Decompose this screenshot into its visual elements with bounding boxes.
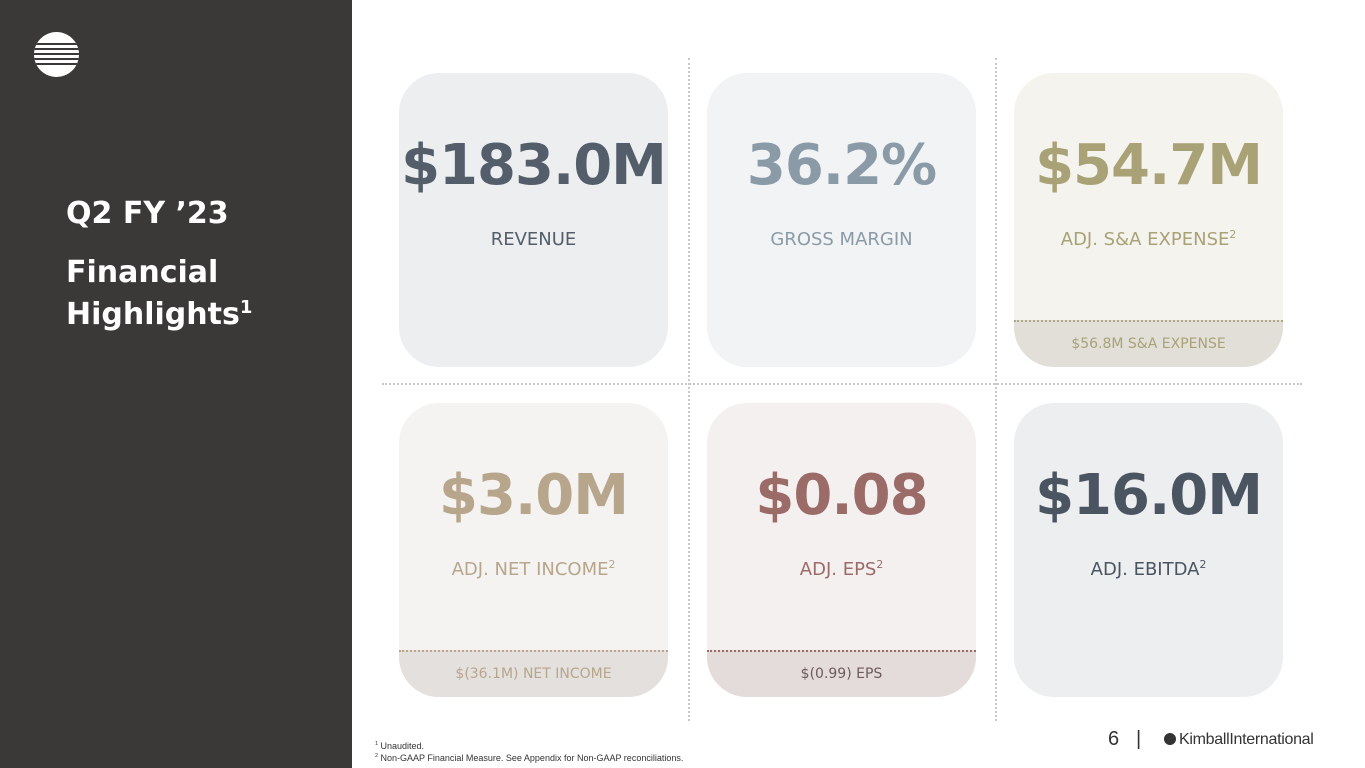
- adj-eps-label: ADJ. EPS2: [799, 558, 884, 580]
- adj-ebitda-value: $16.0M: [1035, 463, 1263, 528]
- revenue-value: $183.0M: [401, 133, 667, 198]
- page-number: 6: [1108, 728, 1120, 750]
- kimball-logo-icon: [34, 32, 79, 77]
- grid-divider-horizontal: [382, 383, 1302, 385]
- adj-sga-label: ADJ. S&A EXPENSE2: [1060, 228, 1237, 250]
- page-title: Financial Highlights1: [66, 255, 253, 332]
- brand-wordmark: KimballInternational: [1164, 731, 1314, 749]
- revenue-card: $183.0M REVENUE: [399, 73, 668, 367]
- eps-gaap-footer: $(0.99) EPS: [707, 650, 976, 697]
- adj-eps-value: $0.08: [755, 463, 928, 528]
- revenue-label: REVENUE: [490, 229, 577, 250]
- gross-margin-card: 36.2% GROSS MARGIN: [707, 73, 976, 367]
- footnotes: 1 Unaudited. 2 Non-GAAP Financial Measur…: [375, 740, 683, 764]
- adj-ebitda-label: ADJ. EBITDA2: [1090, 558, 1207, 580]
- adj-net-income-value: $3.0M: [439, 463, 629, 528]
- grid-divider-vertical-2: [995, 58, 997, 721]
- net-income-gaap-footer: $(36.1M) NET INCOME: [399, 650, 668, 697]
- adj-net-income-label: ADJ. NET INCOME2: [451, 558, 616, 580]
- period-title: Q2 FY ’23: [66, 196, 229, 231]
- adj-ebitda-card: $16.0M ADJ. EBITDA2: [1014, 403, 1283, 697]
- footer-separator: |: [1136, 728, 1142, 750]
- sidebar: Q2 FY ’23 Financial Highlights1: [0, 0, 352, 768]
- adj-sga-value: $54.7M: [1035, 133, 1263, 198]
- footnote-1: 1 Unaudited.: [375, 741, 425, 751]
- sga-gaap-footer: $56.8M S&A EXPENSE: [1014, 320, 1283, 367]
- adj-net-income-card: $3.0M ADJ. NET INCOME2 $(36.1M) NET INCO…: [399, 403, 668, 697]
- gross-margin-label: GROSS MARGIN: [770, 229, 913, 250]
- grid-divider-vertical-1: [688, 58, 690, 721]
- adj-eps-card: $0.08 ADJ. EPS2 $(0.99) EPS: [707, 403, 976, 697]
- gross-margin-value: 36.2%: [746, 133, 937, 198]
- adj-sga-card: $54.7M ADJ. S&A EXPENSE2 $56.8M S&A EXPE…: [1014, 73, 1283, 367]
- kimball-mark-icon: [1164, 733, 1176, 745]
- footnote-2: 2 Non-GAAP Financial Measure. See Append…: [375, 753, 684, 763]
